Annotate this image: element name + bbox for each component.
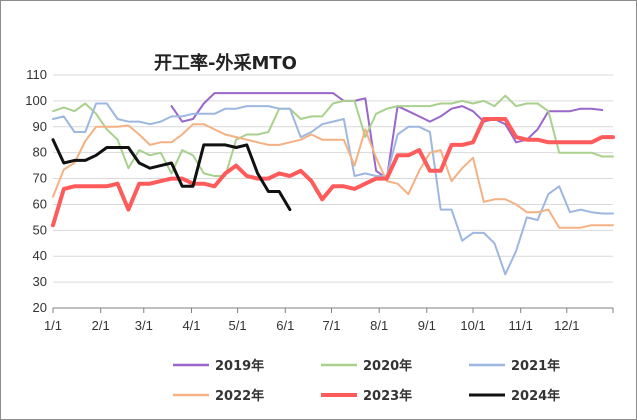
series-line-2021年: [52, 102, 614, 276]
gridlines: [53, 74, 613, 283]
x-tick-label: 6/1: [276, 318, 294, 333]
y-tick-label: 90: [33, 119, 47, 134]
y-tick-label: 60: [33, 196, 47, 211]
x-tick-label: 5/1: [229, 318, 247, 333]
series-line-2023年: [51, 117, 615, 228]
x-tick-label: 2/1: [92, 318, 110, 333]
x-tick-label: 10/1: [460, 318, 485, 333]
y-tick-label: 30: [33, 274, 47, 289]
x-tick-label: 7/1: [322, 318, 340, 333]
series-lines: [51, 92, 615, 276]
y-tick-label: 100: [25, 93, 47, 108]
axes: [52, 307, 614, 313]
legend-label: 2020年: [363, 358, 412, 374]
chart-title: 开工率-外采MTO: [154, 52, 297, 74]
y-tick-label: 40: [33, 248, 47, 263]
series-line-2020年: [52, 94, 614, 177]
x-tick-label: 3/1: [135, 318, 153, 333]
legend: 2019年 2020年 2021年 2022年 2023年 2024年: [173, 358, 560, 404]
legend-label: 2024年: [511, 388, 560, 404]
y-tick-label: 20: [33, 300, 47, 315]
series-line-2024年: [51, 138, 292, 212]
y-tick-label: 80: [33, 145, 47, 160]
x-tick-labels: 1/1 2/1 3/1 4/1 5/1 6/1 7/1 8/1 9/1 10/1 11/1 12/1: [44, 318, 579, 333]
x-tick-label: 1/1: [44, 318, 62, 333]
y-tick-label: 50: [33, 222, 47, 237]
series-line-2022年: [52, 123, 614, 229]
legend-label: 2021年: [511, 358, 560, 374]
x-tick-label: 12/1: [554, 318, 579, 333]
x-tick-label: 8/1: [370, 318, 388, 333]
x-tick-label: 4/1: [182, 318, 200, 333]
x-tick-label: 9/1: [418, 318, 436, 333]
y-tick-label: 70: [33, 171, 47, 186]
legend-label: 2023年: [363, 388, 412, 404]
legend-label: 2022年: [215, 388, 264, 404]
legend-label: 2019年: [215, 358, 264, 374]
y-tick-label: 110: [26, 67, 47, 82]
x-tick-label: 11/1: [509, 318, 533, 333]
y-tick-labels: 20 30 40 50 60 70 80 90 100 110: [25, 67, 47, 315]
